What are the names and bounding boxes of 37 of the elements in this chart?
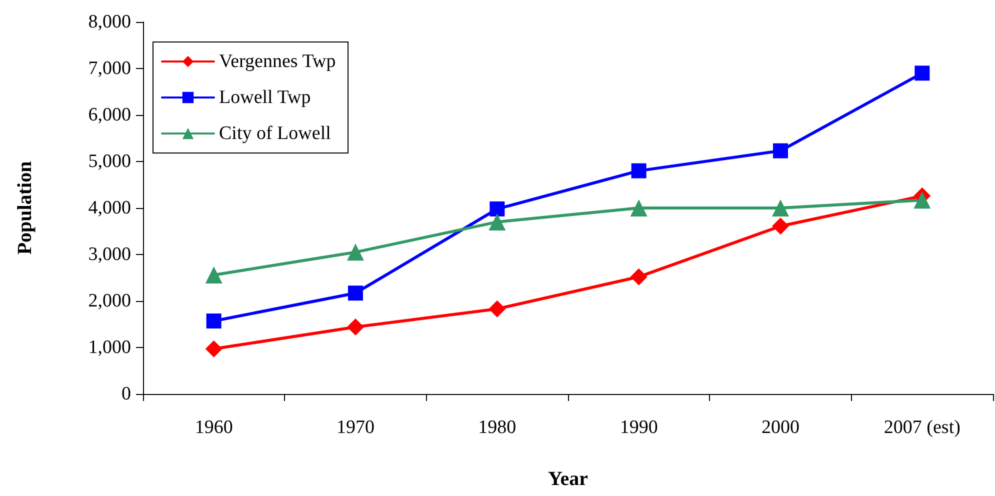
legend-label: Lowell Twp: [219, 87, 311, 108]
legend-label: City of Lowell: [219, 123, 331, 144]
y-tick-label: 6,000: [88, 104, 131, 126]
point: [914, 192, 931, 209]
point: [488, 213, 506, 230]
point: [773, 143, 788, 158]
x-tick-label: 1990: [620, 417, 658, 438]
y-tick-label: 3,000: [88, 244, 131, 265]
point: [630, 268, 648, 286]
point: [347, 318, 364, 336]
point: [772, 200, 789, 216]
point: [348, 286, 363, 301]
point: [772, 218, 789, 235]
point: [631, 163, 646, 178]
point: [347, 244, 364, 261]
y-axis-title: Population: [14, 161, 36, 255]
y-tick-label: 2,000: [88, 290, 131, 312]
x-tick-label: 2007 (est): [884, 417, 960, 438]
point: [488, 300, 506, 318]
y-tick-label: 1,000: [88, 337, 131, 358]
y-tick-label: 8,000: [88, 12, 131, 32]
point: [490, 201, 505, 216]
x-tick-label: 1980: [478, 417, 516, 438]
x-axis-title: Year: [548, 468, 588, 490]
x-tick-label: 2000: [762, 417, 800, 438]
point: [205, 266, 222, 284]
point: [914, 66, 930, 81]
point: [630, 200, 648, 216]
x-tick-label: 1970: [336, 417, 374, 438]
y-tick-label: 7,000: [88, 58, 131, 79]
y-tick-label: 4,000: [88, 198, 131, 218]
y-tick-label: 5,000: [88, 151, 131, 172]
point: [205, 340, 222, 358]
y-tick-label: 0: [122, 384, 131, 404]
legend-label: Vergennes Twp: [219, 51, 336, 72]
point: [206, 313, 222, 328]
x-tick-label: 1960: [194, 417, 233, 438]
